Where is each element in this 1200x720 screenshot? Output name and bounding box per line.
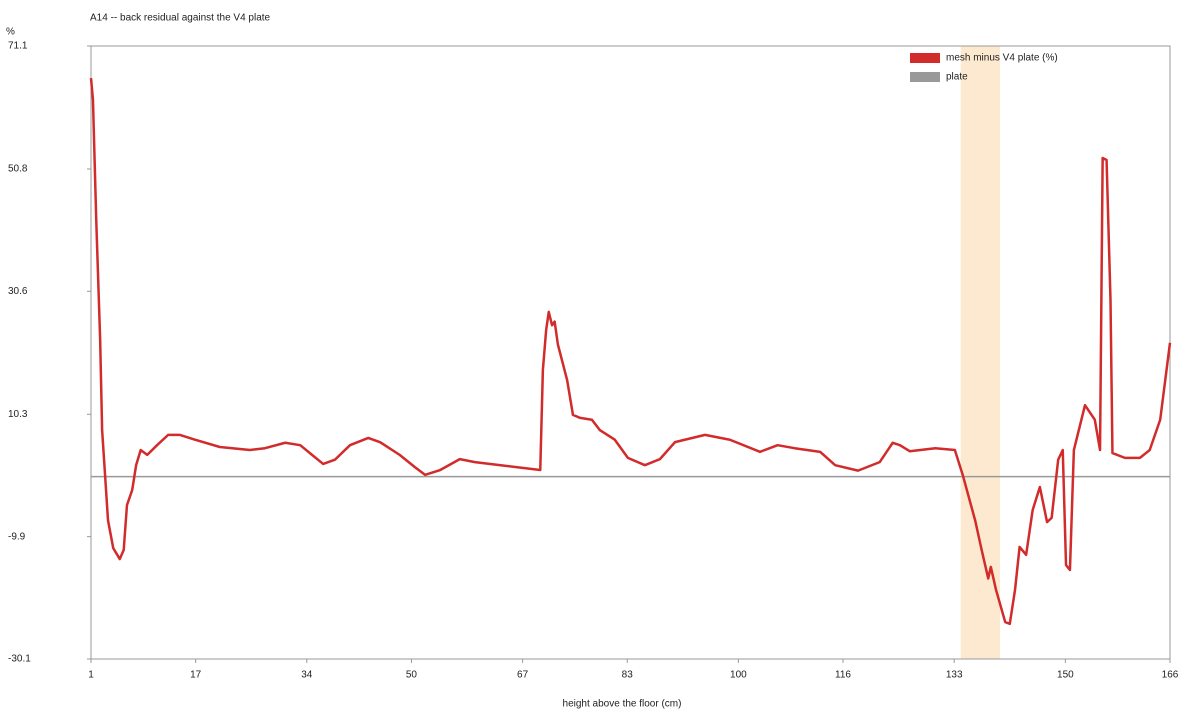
y-tick-label: 50.8 — [8, 164, 28, 175]
x-axis-label: height above the floor (cm) — [563, 699, 682, 710]
legend-label: plate — [946, 72, 968, 83]
x-tick-label: 67 — [517, 670, 529, 681]
data-line — [89, 77, 1172, 626]
plot-frame — [90, 45, 1171, 660]
legend-swatch — [910, 72, 940, 82]
x-tick-label: 100 — [730, 670, 747, 681]
y-tick-label: -9.9 — [8, 531, 26, 542]
shaded-range — [960, 46, 1000, 659]
x-tick-label: 17 — [190, 670, 202, 681]
x-tick-label: 150 — [1057, 670, 1074, 681]
y-tick-label: 30.6 — [8, 286, 28, 297]
x-tick-label: 1 — [88, 670, 94, 681]
y-unit: % — [6, 27, 15, 38]
x-tick-label: 166 — [1162, 670, 1179, 681]
y-tick-label: -30.1 — [8, 654, 31, 665]
x-tick-label: 34 — [301, 670, 313, 681]
x-tick-label: 116 — [835, 670, 851, 681]
x-tick-label: 83 — [622, 670, 634, 681]
x-tick-label: 133 — [946, 670, 963, 681]
legend-label: mesh minus V4 plate (%) — [946, 53, 1058, 64]
y-tick-label: 71.1 — [8, 41, 28, 52]
chart-title: A14 -- back residual against the V4 plat… — [90, 13, 271, 24]
x-tick-label: 50 — [406, 670, 418, 681]
y-tick-label: 10.3 — [8, 409, 28, 420]
legend-swatch — [910, 53, 940, 63]
